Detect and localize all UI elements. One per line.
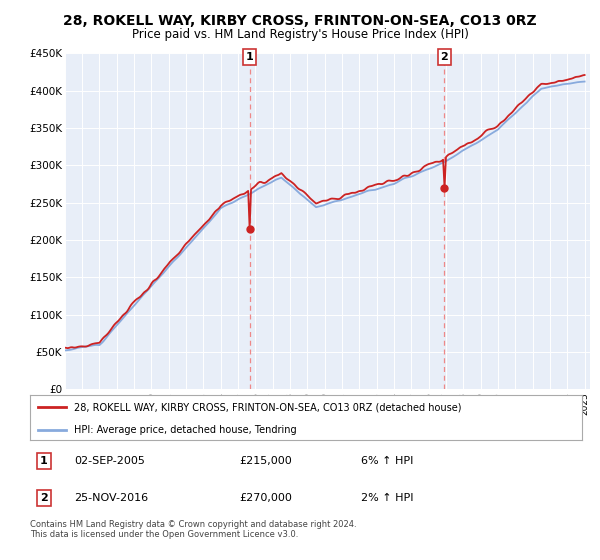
- Text: 2: 2: [40, 493, 47, 503]
- Text: 6% ↑ HPI: 6% ↑ HPI: [361, 456, 413, 466]
- Text: Price paid vs. HM Land Registry's House Price Index (HPI): Price paid vs. HM Land Registry's House …: [131, 28, 469, 41]
- Text: £215,000: £215,000: [240, 456, 293, 466]
- Text: £270,000: £270,000: [240, 493, 293, 503]
- Text: 2% ↑ HPI: 2% ↑ HPI: [361, 493, 414, 503]
- Text: 1: 1: [246, 52, 254, 62]
- Text: 02-SEP-2005: 02-SEP-2005: [74, 456, 145, 466]
- Text: 2: 2: [440, 52, 448, 62]
- Text: 1: 1: [40, 456, 47, 466]
- Text: 28, ROKELL WAY, KIRBY CROSS, FRINTON-ON-SEA, CO13 0RZ: 28, ROKELL WAY, KIRBY CROSS, FRINTON-ON-…: [63, 14, 537, 28]
- Text: 28, ROKELL WAY, KIRBY CROSS, FRINTON-ON-SEA, CO13 0RZ (detached house): 28, ROKELL WAY, KIRBY CROSS, FRINTON-ON-…: [74, 402, 461, 412]
- Text: HPI: Average price, detached house, Tendring: HPI: Average price, detached house, Tend…: [74, 424, 297, 435]
- Text: 25-NOV-2016: 25-NOV-2016: [74, 493, 148, 503]
- Text: Contains HM Land Registry data © Crown copyright and database right 2024.
This d: Contains HM Land Registry data © Crown c…: [30, 520, 356, 539]
